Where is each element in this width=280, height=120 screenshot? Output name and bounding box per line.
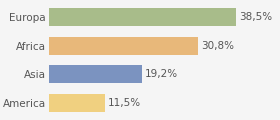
Text: 38,5%: 38,5% [239, 12, 272, 22]
Text: 30,8%: 30,8% [201, 41, 234, 51]
Bar [49, 66, 142, 83]
Bar [49, 8, 236, 26]
Text: 11,5%: 11,5% [108, 98, 141, 108]
Bar [49, 37, 199, 54]
Text: 19,2%: 19,2% [145, 69, 178, 79]
Bar [49, 94, 105, 112]
